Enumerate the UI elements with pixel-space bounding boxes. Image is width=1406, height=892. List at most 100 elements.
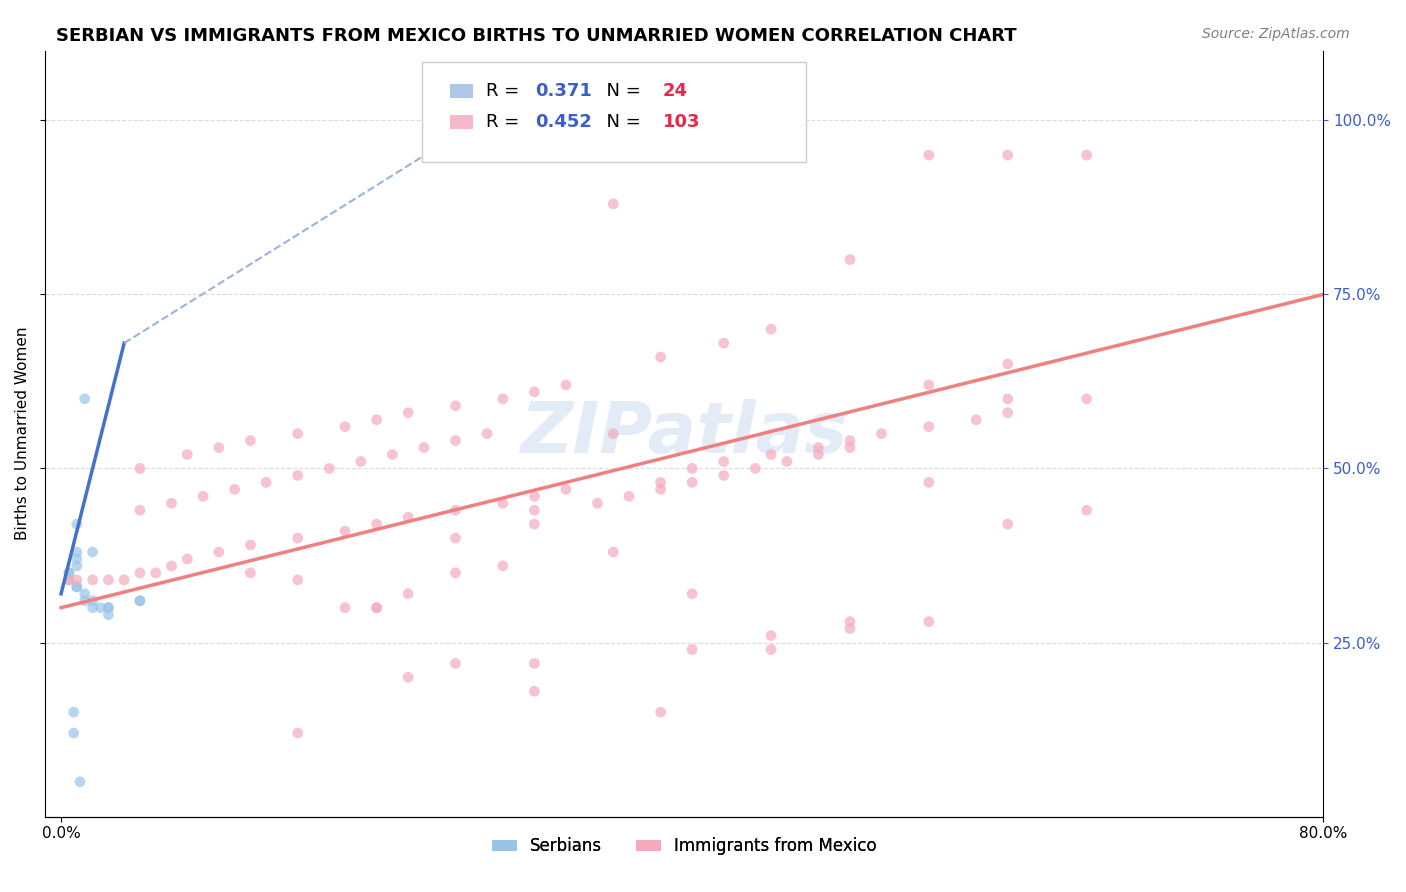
Point [997, 517, 1019, 532]
Point [58, 566, 80, 580]
Point [602, 426, 624, 441]
Point [366, 413, 388, 427]
Point [112, 573, 135, 587]
Point [129, 566, 152, 580]
Point [73, 392, 96, 406]
Point [555, 378, 578, 392]
Point [839, 622, 862, 636]
Point [208, 441, 231, 455]
Point [66, 573, 89, 587]
Point [73, 593, 96, 607]
Point [129, 593, 152, 607]
Point [239, 434, 262, 448]
Point [366, 600, 388, 615]
Point [444, 657, 467, 671]
Point [396, 510, 419, 524]
Point [759, 642, 782, 657]
Point [997, 406, 1019, 420]
Point [617, 489, 640, 503]
Point [918, 148, 941, 162]
Text: 103: 103 [662, 113, 700, 131]
Point [333, 600, 356, 615]
Point [66, 580, 89, 594]
Point [807, 448, 830, 462]
Point [555, 483, 578, 497]
Point [287, 426, 309, 441]
FancyBboxPatch shape [450, 115, 474, 128]
Point [839, 615, 862, 629]
Point [145, 566, 167, 580]
Point [650, 475, 672, 490]
Point [129, 503, 152, 517]
Point [396, 587, 419, 601]
Text: R =: R = [486, 113, 526, 131]
Point [160, 496, 183, 510]
Point [839, 434, 862, 448]
Point [523, 489, 546, 503]
Point [82, 593, 104, 607]
Point [66, 552, 89, 566]
Point [366, 517, 388, 532]
Point [82, 573, 104, 587]
Point [191, 489, 214, 503]
Point [444, 434, 467, 448]
Point [475, 426, 498, 441]
Text: 0.452: 0.452 [534, 113, 592, 131]
Point [1076, 392, 1098, 406]
Point [776, 454, 799, 468]
Point [839, 441, 862, 455]
Point [97, 600, 120, 615]
Point [333, 524, 356, 538]
Point [176, 552, 198, 566]
Point [870, 426, 893, 441]
Point [602, 545, 624, 559]
Point [208, 545, 231, 559]
Text: 0.371: 0.371 [534, 82, 592, 100]
Point [807, 441, 830, 455]
Point [239, 538, 262, 552]
Point [492, 496, 515, 510]
Point [381, 448, 404, 462]
Point [602, 197, 624, 211]
Point [681, 461, 703, 475]
Point [239, 566, 262, 580]
Text: N =: N = [595, 82, 647, 100]
Text: ZIPatlas: ZIPatlas [520, 399, 848, 468]
Point [918, 475, 941, 490]
Point [129, 593, 152, 607]
Point [713, 336, 735, 351]
Point [918, 615, 941, 629]
Point [287, 573, 309, 587]
Text: R =: R = [486, 82, 526, 100]
Point [681, 475, 703, 490]
Point [287, 531, 309, 545]
Text: Source: ZipAtlas.com: Source: ZipAtlas.com [1202, 27, 1350, 41]
Point [523, 517, 546, 532]
Point [759, 629, 782, 643]
Point [523, 384, 546, 399]
FancyBboxPatch shape [422, 62, 806, 161]
Text: N =: N = [595, 113, 647, 131]
Point [586, 496, 609, 510]
Point [1076, 503, 1098, 517]
Point [492, 558, 515, 573]
FancyBboxPatch shape [450, 85, 474, 98]
Point [413, 441, 436, 455]
Point [650, 350, 672, 364]
Point [97, 600, 120, 615]
Point [82, 600, 104, 615]
Point [759, 322, 782, 336]
Point [744, 461, 766, 475]
Point [650, 483, 672, 497]
Point [97, 573, 120, 587]
Point [523, 657, 546, 671]
Point [58, 566, 80, 580]
Point [66, 580, 89, 594]
Point [69, 774, 91, 789]
Point [444, 566, 467, 580]
Point [58, 573, 80, 587]
Point [396, 670, 419, 684]
Point [66, 558, 89, 573]
Point [444, 399, 467, 413]
Point [129, 461, 152, 475]
